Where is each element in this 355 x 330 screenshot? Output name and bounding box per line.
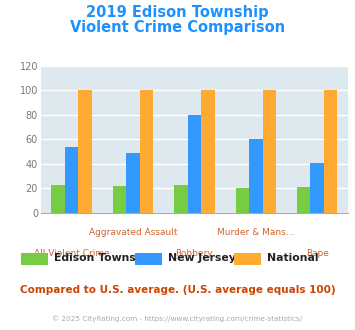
Bar [78, 90, 92, 213]
Text: Aggravated Assault: Aggravated Assault [89, 228, 177, 237]
Text: Compared to U.S. average. (U.S. average equals 100): Compared to U.S. average. (U.S. average … [20, 285, 335, 295]
Text: © 2025 CityRating.com - https://www.cityrating.com/crime-statistics/: © 2025 CityRating.com - https://www.city… [53, 315, 302, 322]
Text: Violent Crime Comparison: Violent Crime Comparison [70, 20, 285, 35]
Bar [297, 187, 310, 213]
Text: Rape: Rape [306, 249, 329, 258]
Text: Murder & Mans...: Murder & Mans... [217, 228, 294, 237]
Bar [140, 90, 153, 213]
Bar [174, 185, 187, 213]
Text: 2019 Edison Township: 2019 Edison Township [86, 5, 269, 20]
Bar [310, 163, 324, 213]
Bar [201, 90, 215, 213]
Bar [249, 139, 263, 213]
Text: All Violent Crime: All Violent Crime [34, 249, 109, 258]
Text: New Jersey: New Jersey [168, 253, 236, 263]
Bar [235, 188, 249, 213]
Bar [51, 185, 65, 213]
Bar [324, 90, 338, 213]
Text: National: National [267, 253, 319, 263]
Bar [263, 90, 276, 213]
Bar [187, 115, 201, 213]
Text: Robbery: Robbery [176, 249, 213, 258]
Bar [65, 147, 78, 213]
Text: Edison Township: Edison Township [54, 253, 155, 263]
Bar [113, 186, 126, 213]
Bar [126, 153, 140, 213]
